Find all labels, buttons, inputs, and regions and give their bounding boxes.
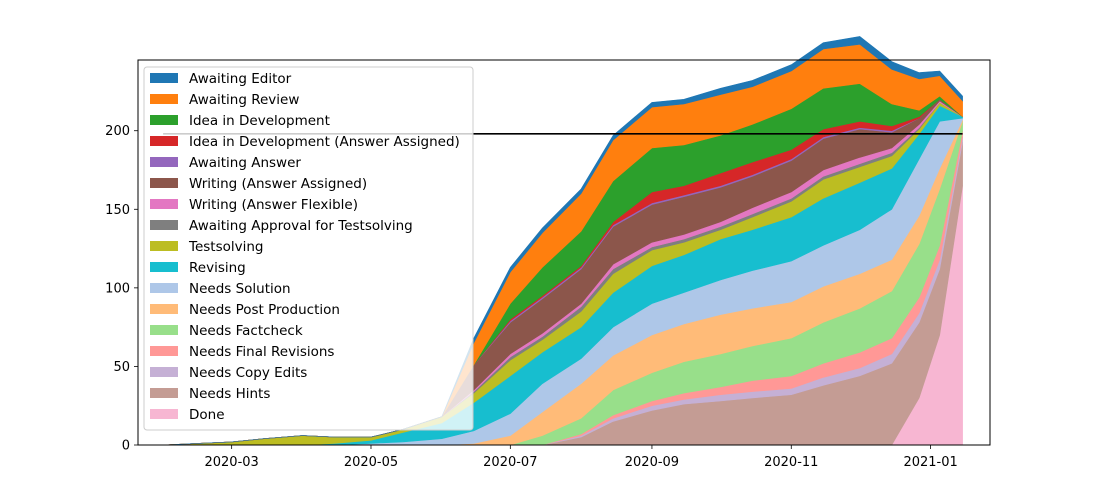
legend-swatch	[150, 94, 178, 104]
legend-swatch	[150, 283, 178, 293]
x-tick-label: 2020-11	[764, 455, 818, 470]
legend-swatch	[150, 325, 178, 335]
x-tick-label: 2020-09	[625, 455, 679, 470]
legend-swatch	[150, 367, 178, 377]
legend-label: Awaiting Review	[189, 92, 299, 108]
legend-label: Revising	[189, 260, 246, 276]
legend-swatch	[150, 262, 178, 272]
legend-label: Done	[189, 407, 225, 423]
legend-swatch	[150, 178, 178, 188]
legend-swatch	[150, 157, 178, 167]
legend-label: Needs Solution	[189, 281, 291, 297]
legend-swatch	[150, 136, 178, 146]
legend-label: Awaiting Approval for Testsolving	[189, 218, 413, 234]
legend-swatch	[150, 346, 178, 356]
legend-swatch	[150, 73, 178, 83]
y-tick-label: 0	[122, 439, 130, 454]
plot-frame	[137, 59, 991, 446]
legend-label: Awaiting Answer	[189, 155, 301, 171]
x-tick-label: 2021-01	[903, 455, 957, 470]
x-tick-label: 2020-03	[204, 455, 258, 470]
legend-swatch	[150, 409, 178, 419]
y-tick-label: 50	[113, 360, 130, 375]
y-axis-ticks: 0 50 100 150 200	[105, 124, 138, 454]
legend-label: Idea in Development	[189, 113, 330, 129]
y-tick-label: 100	[105, 281, 130, 296]
legend-frame	[143, 66, 474, 431]
legend: Awaiting Editor Awaiting Review Idea in De…	[143, 66, 474, 431]
y-tick-label: 200	[105, 124, 130, 139]
legend-label: Awaiting Editor	[189, 71, 292, 87]
x-axis-ticks: 2020-03 2020-05 2020-07 2020-09 2020-11 2021-…	[204, 445, 958, 470]
legend-label: Testsolving	[188, 239, 264, 255]
legend-label: Idea in Development (Answer Assigned)	[189, 134, 460, 150]
legend-swatch	[150, 241, 178, 251]
legend-label: Needs Copy Edits	[189, 365, 307, 381]
legend-label: Needs Hints	[189, 386, 270, 402]
x-tick-label: 2020-05	[344, 455, 398, 470]
x-tick-label: 2020-07	[483, 455, 537, 470]
legend-swatch	[150, 115, 178, 125]
legend-swatch	[150, 304, 178, 314]
legend-label: Writing (Answer Assigned)	[189, 176, 367, 192]
y-tick-label: 150	[105, 203, 130, 218]
legend-swatch	[150, 220, 178, 230]
legend-swatch	[150, 199, 178, 209]
legend-label: Needs Final Revisions	[189, 344, 334, 360]
legend-label: Needs Post Production	[189, 302, 340, 318]
legend-label: Needs Factcheck	[189, 323, 303, 339]
legend-label: Writing (Answer Flexible)	[189, 197, 358, 213]
legend-swatch	[150, 388, 178, 398]
